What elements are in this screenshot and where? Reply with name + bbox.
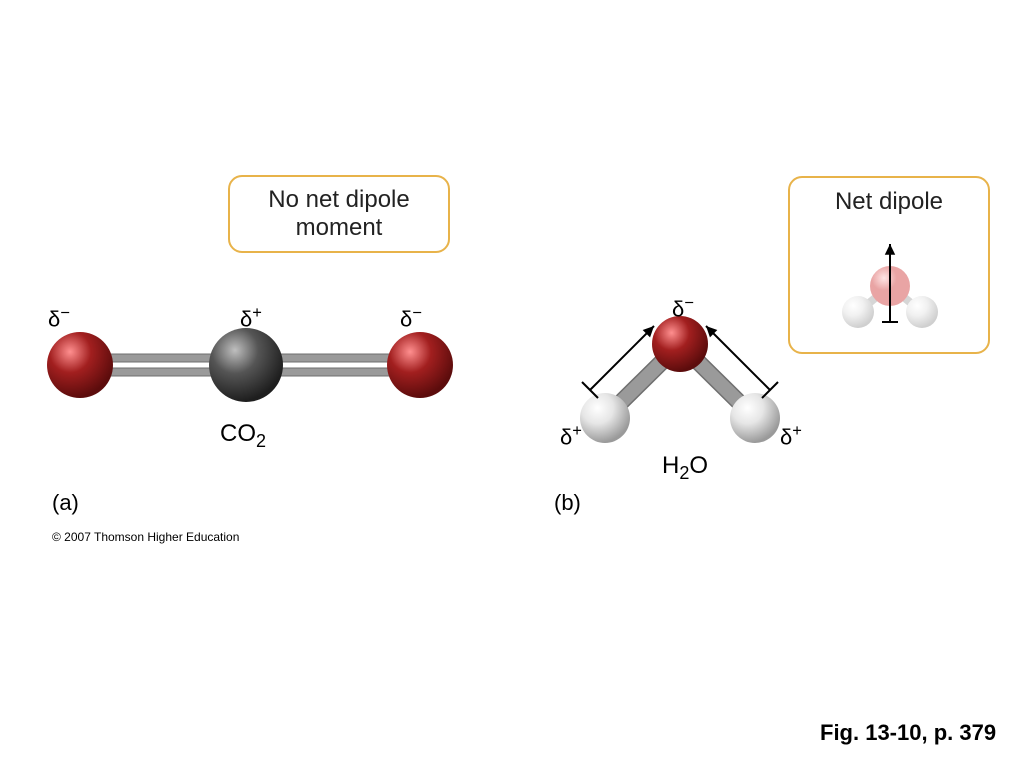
- h2o-molecule: [0, 0, 1024, 768]
- delta-plus-left: δ+: [560, 422, 582, 450]
- figure-reference: Fig. 13-10, p. 379: [820, 720, 996, 746]
- delta-plus-right: δ+: [780, 422, 802, 450]
- delta-minus-top: δ−: [672, 294, 694, 322]
- h2o-formula: H2O: [662, 452, 708, 484]
- panel-b-label: (b): [554, 490, 581, 516]
- figure-stage: No net dipole moment δ− δ+ δ− CO2 (a) © …: [0, 0, 1024, 768]
